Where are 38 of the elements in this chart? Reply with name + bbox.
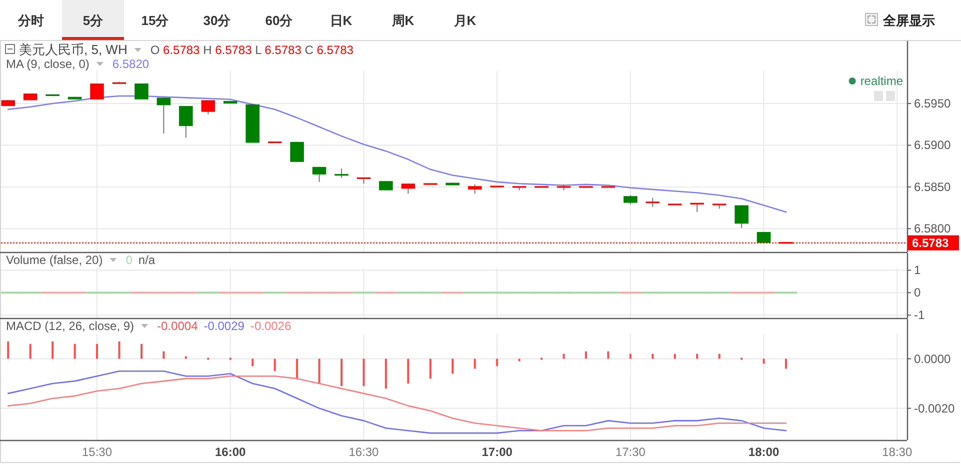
text: n/a: [138, 253, 156, 267]
x-tick-label: 17:30: [615, 445, 646, 459]
text: 60分: [265, 13, 294, 28]
annotation: realtime: [860, 74, 904, 88]
text: 5分: [82, 13, 104, 28]
chart-title: MACD (12, 26, close, 9): [6, 319, 134, 333]
y-tick-label: 0.0000: [914, 352, 952, 366]
y-tick-label: 6.5950: [914, 96, 952, 111]
x-tick-label: 16:30: [348, 445, 380, 459]
text: -0.0026: [250, 319, 292, 333]
y-tick-label: 6.5800: [914, 222, 952, 236]
text: -0.0029: [204, 319, 245, 333]
x-tick-label: 15:30: [82, 445, 112, 459]
text: 6.5820: [112, 57, 150, 71]
text: 周K: [390, 13, 415, 28]
text: 30分: [203, 13, 232, 28]
text: 全屏显示: [882, 13, 935, 28]
text: -0.0004: [157, 319, 198, 333]
y-tick-label: -1: [914, 308, 925, 322]
y-tick-label: 6.5850: [914, 180, 952, 194]
y-tick-label: 6.5900: [914, 138, 952, 152]
text: 15分: [141, 13, 170, 28]
text: 日K: [330, 13, 353, 28]
text: 分时: [17, 13, 44, 28]
x-tick-label: 16:00: [215, 445, 246, 459]
y-tick-label: -0.0020: [914, 401, 956, 416]
x-tick-label: 17:00: [482, 445, 513, 459]
text: O 6.5783 H 6.5783 L 6.5783 C 6.5783: [150, 43, 354, 57]
text: 月K: [452, 13, 477, 28]
y-tick-label: 1: [914, 263, 921, 278]
chart-title: Volume (false, 20): [6, 253, 103, 267]
x-tick-label: 18:30: [882, 445, 912, 459]
x-tick-label: 18:00: [748, 445, 780, 459]
chart-title: 美元人民币, 5, WH: [19, 42, 128, 57]
text: 0: [126, 253, 133, 267]
text: MA (9, close, 0): [6, 57, 90, 71]
y-tick-label: 0: [914, 286, 921, 300]
ref-line-label: 6.5783: [912, 236, 950, 250]
